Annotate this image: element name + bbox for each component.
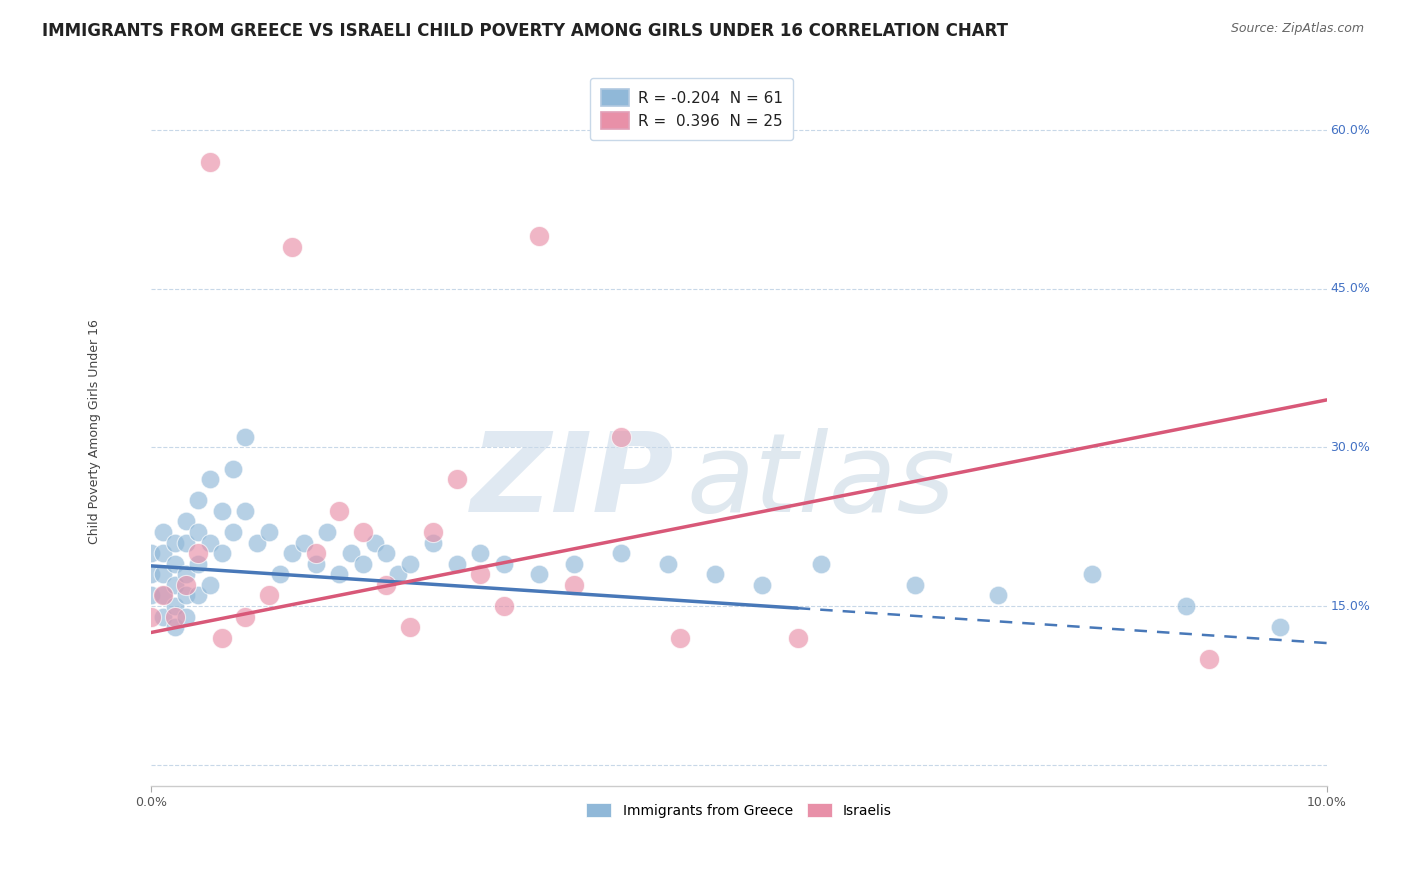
Point <box>292 535 315 549</box>
Point <box>187 589 209 603</box>
Point <box>139 567 162 582</box>
Legend: Immigrants from Greece, Israelis: Immigrants from Greece, Israelis <box>579 797 898 825</box>
Point <box>187 493 209 508</box>
Point <box>163 609 186 624</box>
Point <box>422 535 444 549</box>
Point <box>176 609 198 624</box>
Point <box>904 578 927 592</box>
Point <box>704 567 727 582</box>
Point <box>257 524 280 539</box>
Point <box>187 524 209 539</box>
Text: ZIP: ZIP <box>471 427 675 534</box>
Point <box>176 578 198 592</box>
Point <box>1080 567 1102 582</box>
Point <box>211 504 233 518</box>
Point <box>398 557 420 571</box>
Point <box>751 578 773 592</box>
Point <box>163 557 186 571</box>
Point <box>527 567 550 582</box>
Text: atlas: atlas <box>686 427 955 534</box>
Point <box>375 578 398 592</box>
Point <box>281 239 304 253</box>
Point <box>305 546 328 560</box>
Point <box>152 589 174 603</box>
Text: 45.0%: 45.0% <box>1330 283 1371 295</box>
Point <box>163 535 186 549</box>
Point <box>198 535 221 549</box>
Point <box>810 557 832 571</box>
Point <box>176 567 198 582</box>
Point <box>786 631 808 645</box>
Point <box>163 599 186 613</box>
Point <box>211 631 233 645</box>
Point <box>176 515 198 529</box>
Point <box>139 546 162 560</box>
Point <box>269 567 291 582</box>
Point <box>152 524 174 539</box>
Point <box>211 546 233 560</box>
Point <box>305 557 328 571</box>
Point <box>198 578 221 592</box>
Point <box>492 599 515 613</box>
Point <box>564 578 586 592</box>
Point <box>527 229 550 244</box>
Point <box>187 546 209 560</box>
Point <box>152 589 174 603</box>
Point <box>233 609 256 624</box>
Point <box>340 546 363 560</box>
Point <box>176 535 198 549</box>
Point <box>139 589 162 603</box>
Text: 30.0%: 30.0% <box>1330 441 1371 454</box>
Point <box>470 546 492 560</box>
Point <box>1268 620 1291 634</box>
Text: 15.0%: 15.0% <box>1330 599 1371 613</box>
Point <box>669 631 692 645</box>
Point <box>281 546 304 560</box>
Point <box>222 524 245 539</box>
Point <box>152 567 174 582</box>
Text: IMMIGRANTS FROM GREECE VS ISRAELI CHILD POVERTY AMONG GIRLS UNDER 16 CORRELATION: IMMIGRANTS FROM GREECE VS ISRAELI CHILD … <box>42 22 1008 40</box>
Point <box>352 557 374 571</box>
Point <box>198 472 221 486</box>
Text: 60.0%: 60.0% <box>1330 124 1371 136</box>
Text: Child Poverty Among Girls Under 16: Child Poverty Among Girls Under 16 <box>89 319 101 544</box>
Point <box>198 155 221 169</box>
Point <box>610 546 633 560</box>
Point <box>246 535 269 549</box>
Point <box>328 504 350 518</box>
Point <box>1198 652 1220 666</box>
Point <box>352 524 374 539</box>
Point <box>398 620 420 634</box>
Point <box>564 557 586 571</box>
Point <box>470 567 492 582</box>
Point <box>422 524 444 539</box>
Point <box>375 546 398 560</box>
Point <box>1174 599 1197 613</box>
Point <box>163 620 186 634</box>
Point <box>387 567 409 582</box>
Point <box>233 504 256 518</box>
Point <box>610 430 633 444</box>
Point <box>152 546 174 560</box>
Point <box>328 567 350 582</box>
Point <box>152 609 174 624</box>
Point <box>316 524 339 539</box>
Point <box>187 557 209 571</box>
Point <box>363 535 385 549</box>
Point <box>657 557 679 571</box>
Text: Source: ZipAtlas.com: Source: ZipAtlas.com <box>1230 22 1364 36</box>
Point <box>446 472 468 486</box>
Point <box>257 589 280 603</box>
Point <box>233 430 256 444</box>
Point <box>139 609 162 624</box>
Point <box>163 578 186 592</box>
Point <box>176 589 198 603</box>
Point <box>446 557 468 571</box>
Point <box>492 557 515 571</box>
Point <box>222 461 245 475</box>
Point <box>987 589 1010 603</box>
